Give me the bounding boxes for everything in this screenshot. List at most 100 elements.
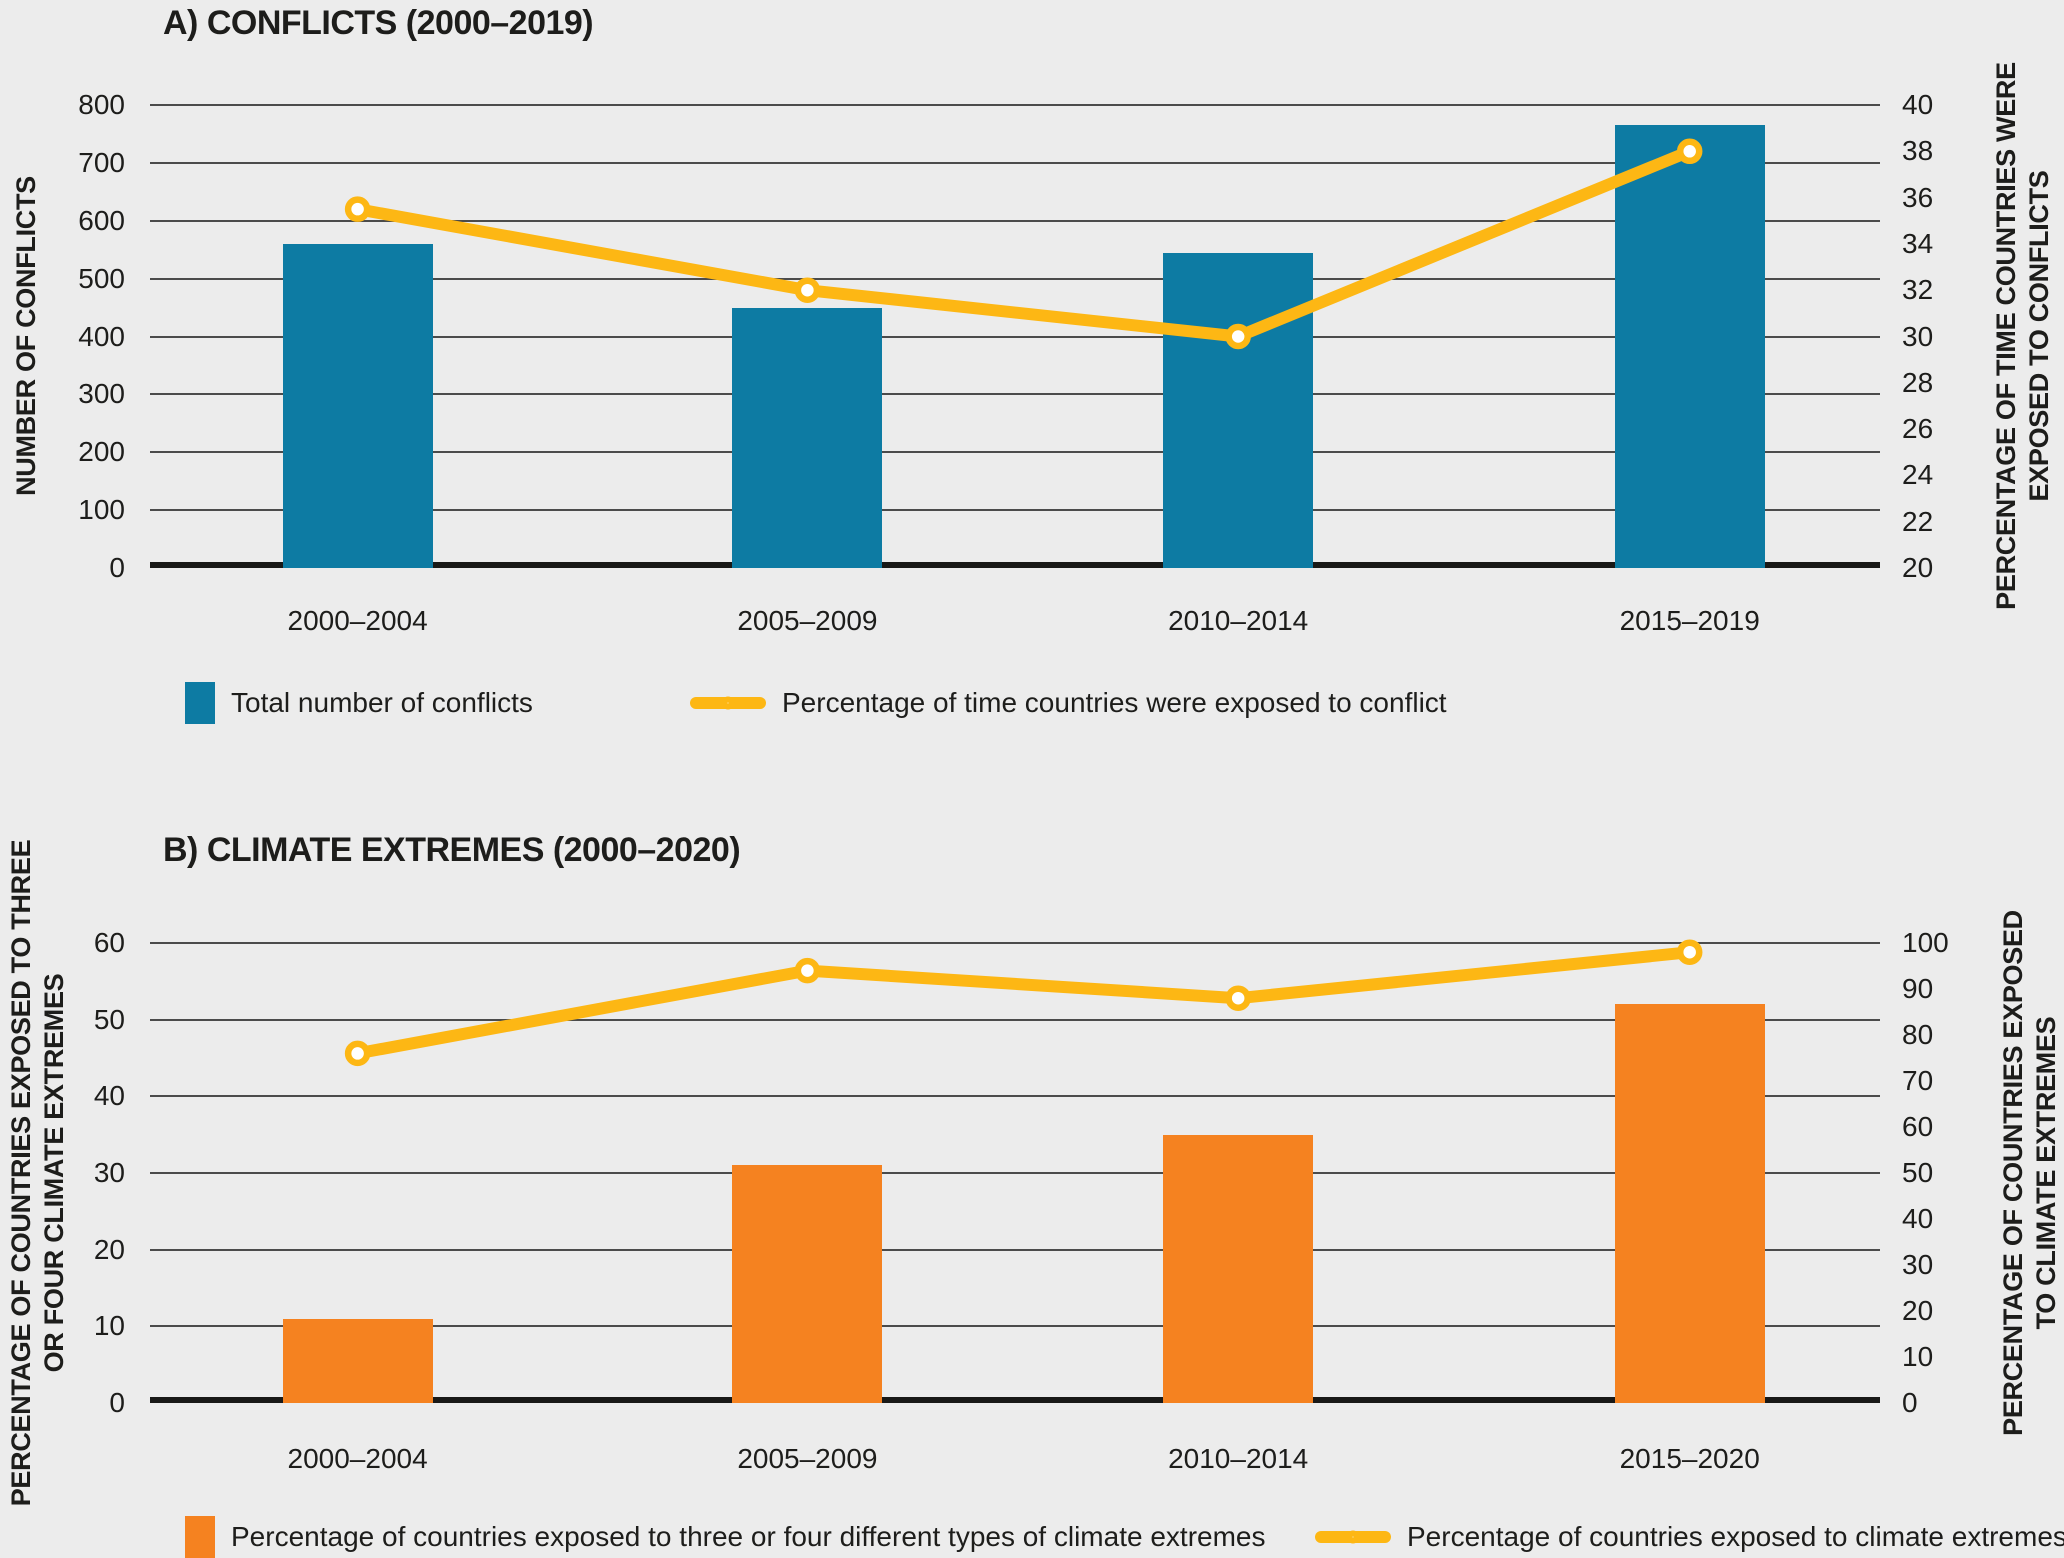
x-axis-label: 2000–2004 [287,605,428,636]
line-series [344,939,1703,1067]
line-point [1676,939,1703,965]
gridline [150,1325,1880,1328]
line-point [1225,985,1251,1011]
line-point [1225,323,1251,350]
gridline [150,161,1880,164]
panel-b-title: B) CLIMATE EXTREMES (2000–2020) [163,831,741,869]
gridline [150,104,1880,106]
right-axis-tick: 34 [1902,227,1934,259]
right-axis-tick: 80 [1902,1019,1934,1050]
line-point [344,1040,371,1067]
left-axis-tick: 0 [109,1387,125,1418]
left-axis-tick: 20 [93,1233,125,1265]
x-axis-label: 2005–2009 [737,605,878,636]
bar-swatch-icon [185,682,215,724]
right-axis-tick: 40 [1902,89,1934,120]
x-axis-label: 2010–2014 [1168,1443,1309,1474]
gridline [150,277,1880,280]
x-axis-label: 2015–2020 [1619,1443,1760,1474]
panel-a-legend-line-label: Percentage of time countries were expose… [782,687,1447,718]
x-axis-label: 2005–2009 [737,1443,878,1474]
bar-2000–2004 [282,1318,433,1403]
right-axis-tick: 70 [1902,1065,1934,1096]
left-axis-tick: 10 [93,1310,125,1342]
right-axis-tick: 10 [1902,1341,1934,1372]
right-axis-tick: 20 [1902,1295,1934,1326]
panel-a-legend-bars: Total number of conflicts [185,681,533,725]
left-axis-tick: 40 [93,1080,125,1112]
panel-b-legend-line-label: Percentage of countries exposed to clima… [1407,1521,2064,1552]
panel-a-legend-bars-label: Total number of conflicts [231,687,533,718]
right-axis-tick: 100 [1902,927,1949,958]
right-axis-tick: 22 [1902,505,1934,537]
panel-climate-extremes: B) CLIMATE EXTREMES (2000–2020) PERCENTA… [0,779,2064,1558]
left-axis-tick: 0 [109,552,125,583]
panel-b-right-axis-title-line2: TO CLIMATE EXTREMES [2031,1016,2061,1330]
x-axis-label: 2015–2019 [1619,605,1760,636]
panel-b-legend-line: Percentage of countries exposed to clima… [1315,1515,2064,1558]
x-axis-line [150,1397,1880,1403]
right-axis-tick: 32 [1902,274,1934,306]
gridline [150,942,1880,944]
left-axis-tick: 300 [78,378,125,410]
left-axis-tick: 500 [78,262,125,294]
line-path [356,145,1692,343]
bar-swatch-icon [185,1516,215,1558]
left-axis-tick: 60 [93,927,125,958]
left-axis-tick: 700 [78,146,125,178]
line-path [356,946,1691,1060]
panel-a-title: A) CONFLICTS (2000–2019) [163,4,594,42]
right-axis-tick: 0 [1902,1387,1918,1418]
line-marker-icon [690,689,766,717]
bar-2005–2009 [732,307,883,568]
panel-a-plot-area [150,104,1880,568]
line-series [344,138,1703,350]
gridline [150,1095,1880,1098]
panel-a-right-axis-title-line2: EXPOSED TO CONFLICTS [2024,170,2054,502]
gridline [150,1172,1880,1174]
gridline [150,219,1880,222]
panel-b-legend-bars-label: Percentage of countries exposed to three… [231,1521,1266,1552]
left-axis-tick: 50 [93,1003,125,1035]
line-swatch-dot [1346,1530,1360,1544]
left-axis-tick: 200 [78,436,125,468]
panel-b-legend-bars: Percentage of countries exposed to three… [185,1515,1265,1558]
panel-b-right-axis-title: PERCENTAGE OF COUNTRIES EXPOSED TO CLIMA… [1997,853,2063,1493]
gridline [150,335,1880,338]
right-axis-tick: 20 [1902,552,1934,583]
left-axis-tick: 600 [78,204,125,236]
gridline [150,1018,1880,1021]
right-axis-tick: 30 [1902,1249,1934,1280]
left-axis-tick: 30 [93,1157,125,1188]
x-axis-label: 2000–2004 [287,1443,428,1474]
line-point [794,957,821,984]
line-marker-icon [1315,1523,1391,1551]
line-point [794,277,821,303]
panel-conflicts: A) CONFLICTS (2000–2019) NUMBER OF CONFL… [11,4,2056,725]
left-axis-tick: 100 [78,494,125,526]
bar-2015–2019 [1614,125,1765,568]
left-axis-tick: 800 [78,89,125,120]
bar-2005–2009 [732,1165,883,1403]
panel-b-right-axis-title-line1: PERCENTAGE OF COUNTRIES EXPOSED [1998,910,2028,1436]
gridline [150,451,1880,454]
right-axis-tick: 30 [1902,320,1934,352]
panel-a-right-axis-title: PERCENTAGE OF TIME COUNTRIES WERE EXPOSE… [1990,16,2056,656]
right-axis-tick: 26 [1902,413,1934,445]
right-axis-tick: 28 [1902,366,1934,398]
bar-2010–2014 [1163,252,1314,568]
right-axis-tick: 60 [1902,1111,1934,1142]
panel-a-right-axis-title-line1: PERCENTAGE OF TIME COUNTRIES WERE [1991,62,2021,610]
x-axis-line [150,562,1880,568]
line-point [344,196,371,222]
bar-2000–2004 [282,243,433,568]
bar-2015–2020 [1614,1004,1765,1403]
gridline [150,393,1880,396]
x-axis-label: 2010–2014 [1168,605,1309,636]
panel-a-legend-line: Percentage of time countries were expose… [690,681,1447,725]
right-axis-tick: 40 [1902,1203,1934,1234]
gridline [150,509,1880,512]
right-axis-tick: 90 [1902,973,1934,1004]
right-axis-tick: 50 [1902,1157,1934,1188]
gridline [150,1248,1880,1251]
